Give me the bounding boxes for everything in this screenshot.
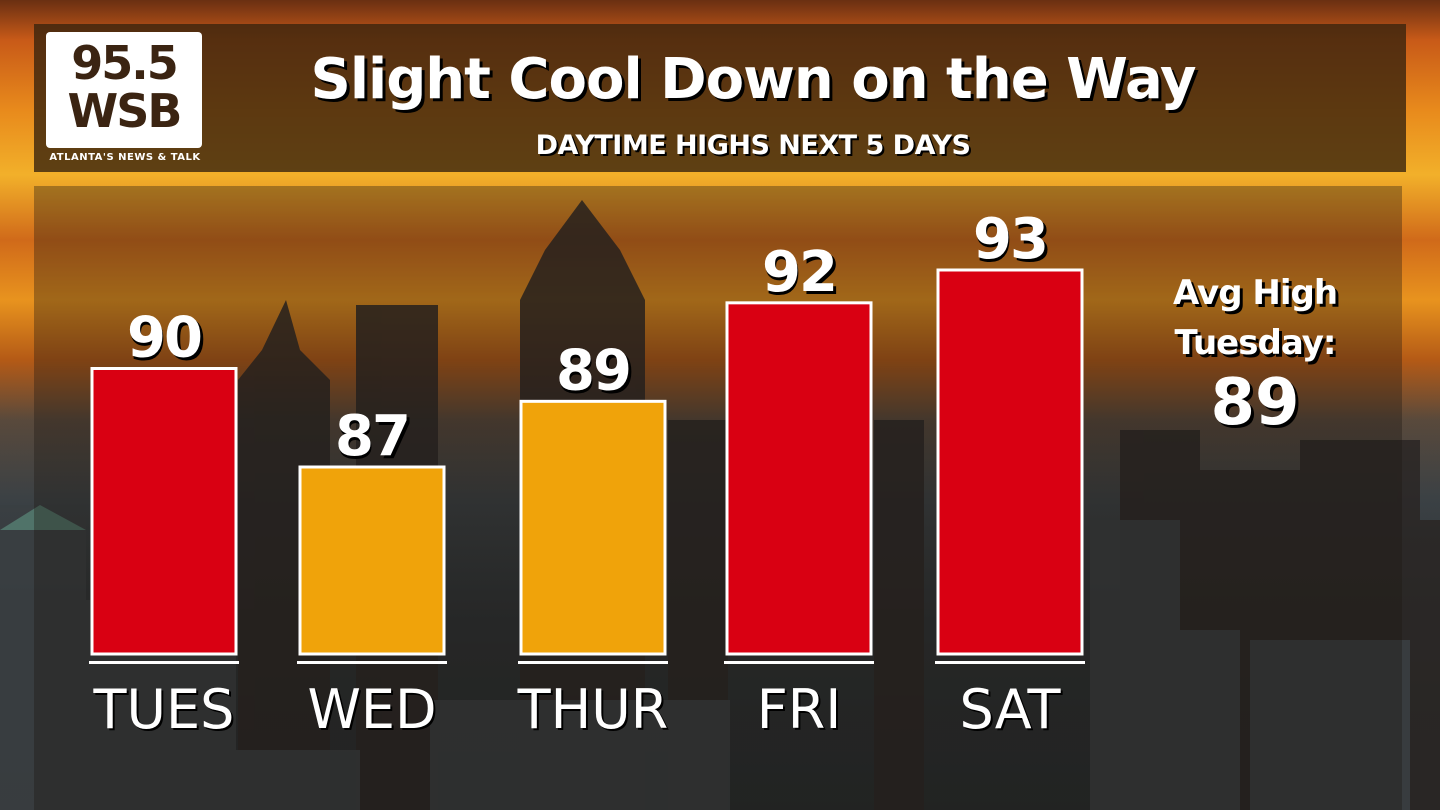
bar-thur — [519, 399, 667, 656]
page-title: Slight Cool Down on the Way — [310, 47, 1196, 112]
bar-value-shadow-wed: 87 — [336, 407, 414, 472]
category-label-shadow-fri: FRI — [759, 680, 844, 743]
average-high-label-line1: Avg High — [1172, 273, 1338, 313]
bar-fri — [725, 301, 873, 656]
chart-panel — [34, 186, 1402, 810]
bar-tues — [90, 367, 238, 656]
category-label-fri: FRI — [757, 678, 842, 741]
bar-value-label-sat: 93 — [973, 207, 1047, 272]
bar-value-shadow-sat: 93 — [974, 210, 1052, 275]
average-high-note: Avg High Tuesday: 89 — [1160, 268, 1350, 438]
category-label-shadow-tues: TUES — [95, 680, 237, 743]
category-label-shadow-wed: WED — [309, 680, 438, 743]
category-label-tues: TUES — [93, 678, 235, 741]
station-logo: 95.5 WSB — [46, 32, 202, 148]
logo-tagline: ATLANTA'S NEWS & TALK — [49, 152, 201, 163]
average-high-value: 89 — [1210, 366, 1300, 440]
bar-value-shadow-thur: 89 — [557, 341, 635, 406]
page-subtitle: DAYTIME HIGHS NEXT 5 DAYS — [535, 130, 971, 161]
category-underline-tues — [89, 661, 239, 664]
header-panel — [34, 24, 1406, 172]
category-label-sat: SAT — [959, 678, 1061, 741]
bar-value-label-wed: 87 — [335, 404, 409, 469]
bar-value-shadow-tues: 90 — [128, 309, 206, 374]
average-high-label-line2: Tuesday: — [1174, 323, 1337, 363]
bar-sat — [936, 268, 1084, 656]
bar-wed — [298, 465, 446, 656]
category-underline-wed — [297, 661, 447, 664]
category-label-thur: THUR — [517, 678, 669, 741]
category-underline-fri — [724, 661, 874, 664]
bar-value-label-fri: 92 — [762, 240, 836, 305]
bar-value-label-thur: 89 — [556, 338, 630, 403]
category-label-wed: WED — [307, 678, 436, 741]
bar-value-shadow-fri: 92 — [763, 243, 841, 308]
logo-frequency: 95.5 — [71, 36, 179, 90]
category-underline-sat — [935, 661, 1085, 664]
category-underline-thur — [518, 661, 668, 664]
category-label-shadow-thur: THUR — [519, 680, 671, 743]
logo-callsign: WSB — [67, 84, 183, 138]
bar-value-label-tues: 90 — [127, 306, 201, 371]
category-label-shadow-sat: SAT — [961, 680, 1063, 743]
